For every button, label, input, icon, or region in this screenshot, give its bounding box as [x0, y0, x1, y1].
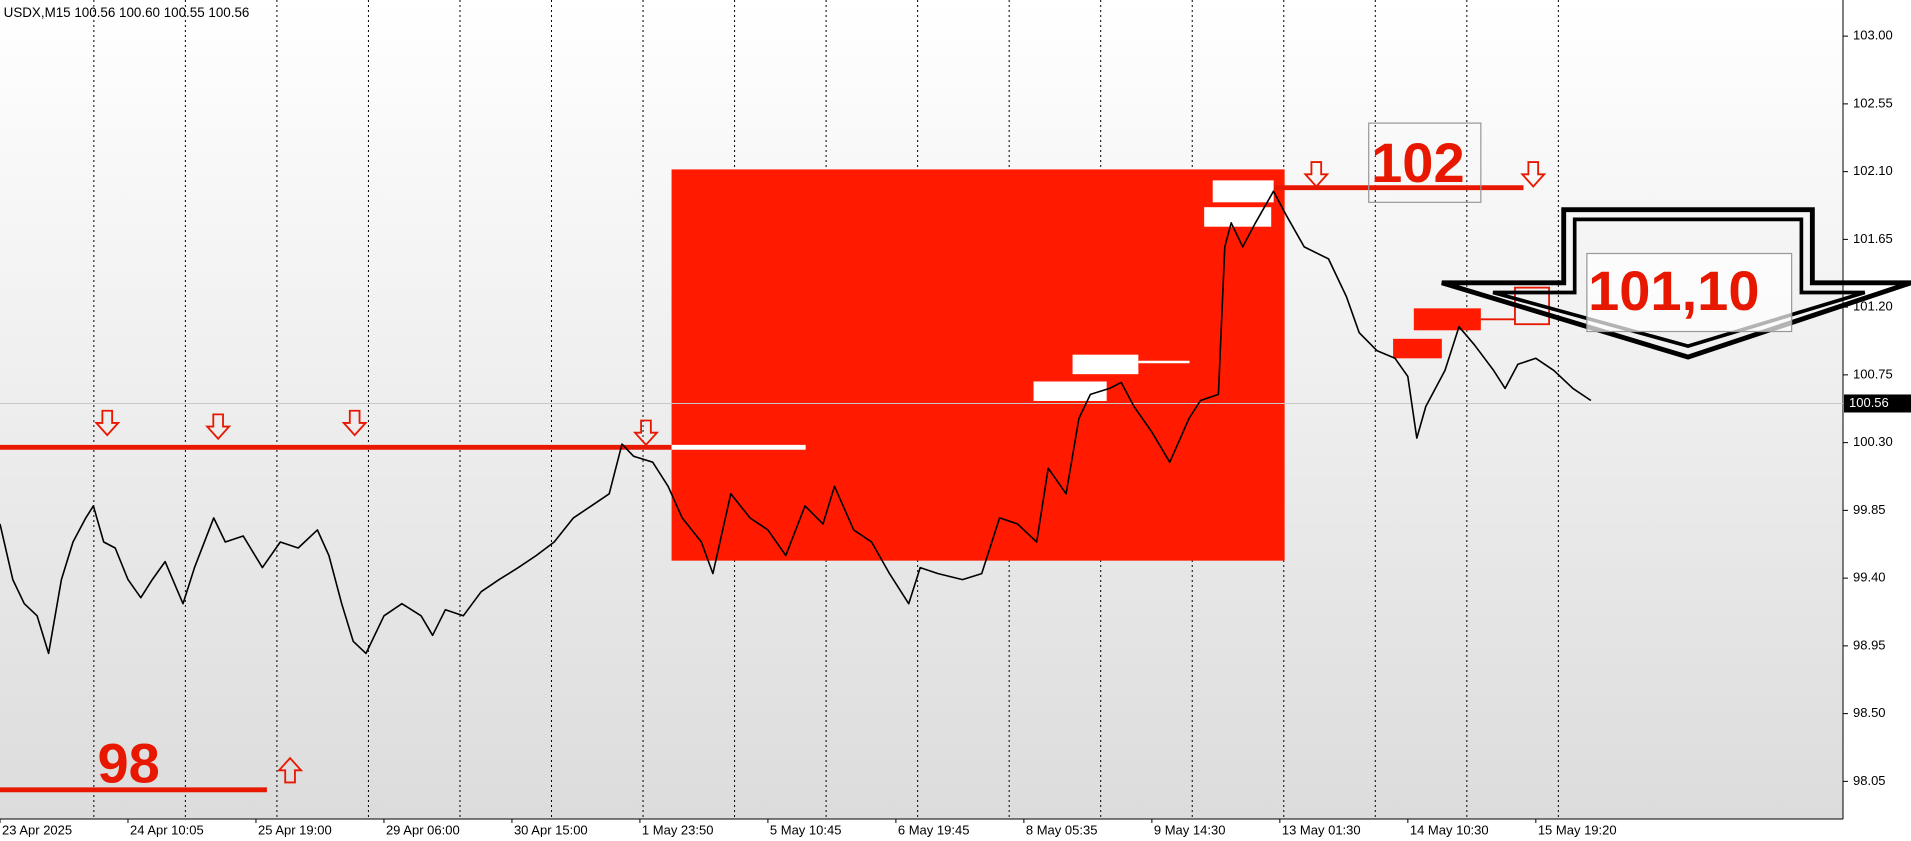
y-tick-label: 100.75: [1853, 366, 1893, 381]
marker-box: [1212, 180, 1274, 203]
price-line: [0, 190, 1592, 655]
x-tick-label: 15 May 19:20: [1538, 822, 1617, 837]
x-tick-label: 30 Apr 15:00: [514, 822, 588, 837]
down-arrow: [205, 413, 232, 441]
marker-box: [1393, 338, 1442, 359]
label-box: [1586, 252, 1793, 333]
y-tick-label: 99.40: [1853, 570, 1886, 585]
y-tick-label: 101.65: [1853, 231, 1893, 246]
label-box: [1368, 122, 1482, 203]
x-tick-label: 9 May 14:30: [1154, 822, 1226, 837]
x-tick-label: 6 May 19:45: [898, 822, 970, 837]
annotation: 102: [1371, 131, 1465, 194]
y-tick-label: 103.00: [1853, 28, 1893, 43]
last-price-box: [1844, 394, 1911, 413]
x-tick-label: 29 Apr 06:00: [386, 822, 460, 837]
x-tick-label: 25 Apr 19:00: [258, 822, 332, 837]
marker-box: [1072, 354, 1139, 375]
y-tick-label: 98.05: [1853, 773, 1886, 788]
down-arrow: [1520, 161, 1547, 188]
y-tick-label: 99.85: [1853, 502, 1886, 517]
last-price-label: 100.56: [1849, 395, 1889, 410]
time-grid: [93, 0, 1559, 819]
x-tick-label: 24 Apr 10:05: [130, 822, 204, 837]
marker-box: [1204, 207, 1272, 227]
arrows: [94, 161, 1547, 784]
drawings: 102 98 101,10 USDX,M15 100.56 100.60 100…: [0, 5, 1911, 795]
header: USDX,M15 100.56 100.60 100.55 100.56: [4, 5, 250, 20]
down-arrow: [341, 409, 368, 437]
y-tick-label: 100.30: [1853, 434, 1893, 449]
annotation: 101,10: [1588, 259, 1759, 322]
x-tick-label: 1 May 23:50: [642, 822, 714, 837]
big-arrow: [1441, 207, 1911, 360]
y-tick-label: 98.95: [1853, 637, 1886, 652]
y-tick-label: 102.10: [1853, 163, 1893, 178]
down-arrow: [632, 419, 659, 447]
down-arrow: [1303, 161, 1330, 188]
x-tick-label: 5 May 10:45: [770, 822, 842, 837]
zone: [671, 169, 1285, 561]
x-tick-label: 8 May 05:35: [1026, 822, 1098, 837]
up-arrow: [277, 756, 304, 784]
marker-box: [1413, 308, 1481, 331]
x-tick-label: 23 Apr 2025: [2, 822, 72, 837]
marker-box: [1033, 381, 1107, 401]
annotation: 98: [98, 732, 160, 795]
y-tick-label: 98.50: [1853, 705, 1886, 720]
y-tick-label: 101.20: [1853, 299, 1893, 314]
x-tick-label: 13 May 01:30: [1282, 822, 1361, 837]
down-arrow: [94, 409, 121, 437]
y-tick-label: 102.55: [1853, 95, 1893, 110]
x-tick-label: 14 May 10:30: [1410, 822, 1489, 837]
